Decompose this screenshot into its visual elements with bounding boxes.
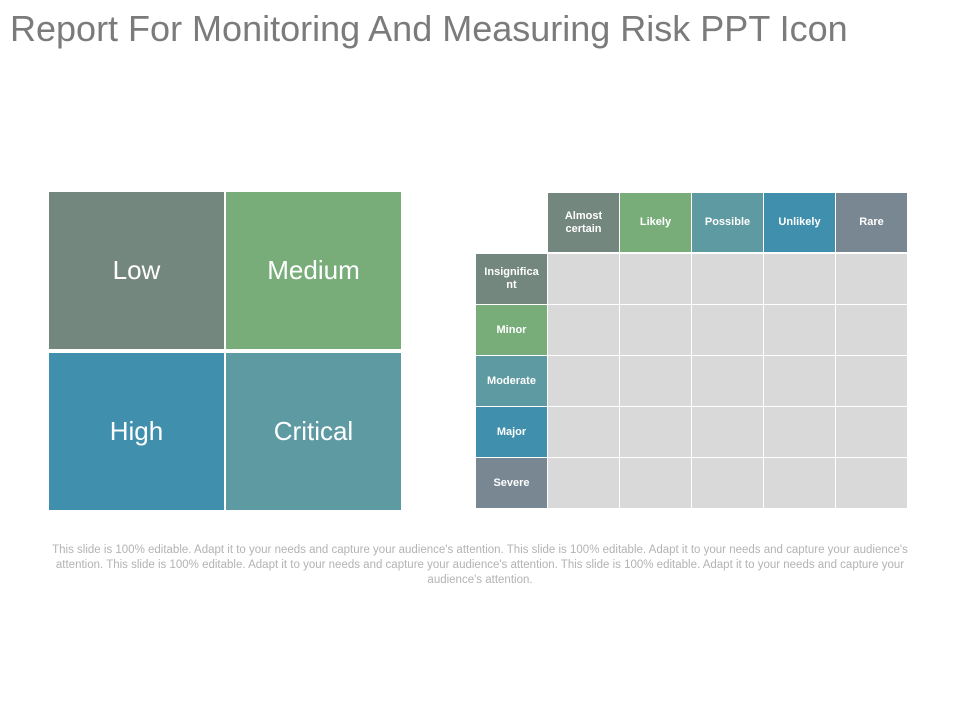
matrix-cell — [764, 407, 835, 457]
matrix-cell — [548, 305, 619, 355]
matrix-cell — [548, 407, 619, 457]
matrix-cell — [764, 305, 835, 355]
matrix-cell — [620, 356, 691, 406]
risk-level-grid: Low Medium High Critical — [49, 192, 401, 510]
matrix-cell — [620, 458, 691, 508]
matrix-cell — [548, 254, 619, 304]
column-header-rare: Rare — [836, 193, 907, 252]
matrix-cell — [692, 407, 763, 457]
matrix-cell — [764, 356, 835, 406]
risk-matrix: Almost certain Likely Possible Unlikely Rare… — [476, 193, 908, 509]
risk-level-low: Low — [49, 192, 224, 349]
column-header-unlikely: Unlikely — [764, 193, 835, 252]
matrix-cell — [692, 458, 763, 508]
matrix-cell — [764, 458, 835, 508]
matrix-cell — [692, 305, 763, 355]
matrix-cell — [692, 356, 763, 406]
row-header-severe: Severe — [476, 458, 547, 508]
matrix-cell — [620, 407, 691, 457]
row-header-moderate: Moderate — [476, 356, 547, 406]
matrix-cell — [836, 254, 907, 304]
row-header-major: Major — [476, 407, 547, 457]
matrix-cell — [764, 254, 835, 304]
matrix-cell — [836, 356, 907, 406]
row-header-insignificant: Insignificant — [476, 254, 547, 304]
risk-level-medium: Medium — [226, 192, 401, 349]
footer-note: This slide is 100% editable. Adapt it to… — [52, 544, 908, 586]
matrix-cell — [548, 356, 619, 406]
risk-level-high: High — [49, 353, 224, 510]
matrix-cell — [836, 458, 907, 508]
matrix-cell — [620, 254, 691, 304]
matrix-cell — [692, 254, 763, 304]
matrix-cell — [836, 407, 907, 457]
risk-level-critical: Critical — [226, 353, 401, 510]
matrix-cell — [548, 458, 619, 508]
column-header-almost-certain: Almost certain — [548, 193, 619, 252]
matrix-cell — [620, 305, 691, 355]
column-header-likely: Likely — [620, 193, 691, 252]
column-header-possible: Possible — [692, 193, 763, 252]
matrix-cell — [836, 305, 907, 355]
row-header-minor: Minor — [476, 305, 547, 355]
slide-title: Report For Monitoring And Measuring Risk… — [10, 8, 848, 49]
